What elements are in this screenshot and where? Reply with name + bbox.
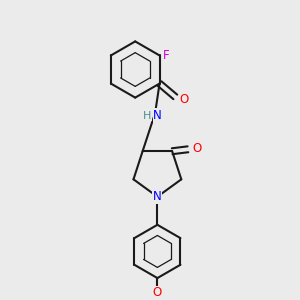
Text: O: O — [179, 93, 189, 106]
Text: N: N — [153, 190, 162, 203]
Text: N: N — [153, 109, 162, 122]
Text: F: F — [163, 49, 170, 62]
Text: H: H — [142, 110, 151, 121]
Text: O: O — [153, 286, 162, 299]
Text: O: O — [192, 142, 201, 155]
